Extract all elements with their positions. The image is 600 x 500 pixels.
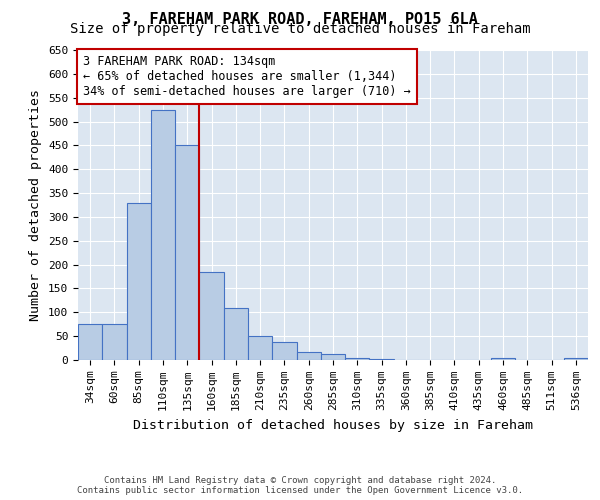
Bar xyxy=(370,358,394,360)
Y-axis label: Number of detached properties: Number of detached properties xyxy=(29,89,43,321)
Bar xyxy=(272,342,296,360)
Bar xyxy=(564,358,588,360)
Bar xyxy=(127,202,151,360)
Bar xyxy=(321,354,345,360)
Bar xyxy=(248,336,272,360)
Bar xyxy=(224,308,248,360)
Text: 3, FAREHAM PARK ROAD, FAREHAM, PO15 6LA: 3, FAREHAM PARK ROAD, FAREHAM, PO15 6LA xyxy=(122,12,478,28)
Bar xyxy=(296,352,321,360)
Bar xyxy=(491,358,515,360)
Bar xyxy=(175,146,199,360)
Bar xyxy=(345,358,370,360)
Bar xyxy=(102,324,127,360)
X-axis label: Distribution of detached houses by size in Fareham: Distribution of detached houses by size … xyxy=(133,418,533,432)
Text: Size of property relative to detached houses in Fareham: Size of property relative to detached ho… xyxy=(70,22,530,36)
Bar xyxy=(78,324,102,360)
Bar xyxy=(151,110,175,360)
Bar xyxy=(199,272,224,360)
Text: 3 FAREHAM PARK ROAD: 134sqm
← 65% of detached houses are smaller (1,344)
34% of : 3 FAREHAM PARK ROAD: 134sqm ← 65% of det… xyxy=(83,54,411,98)
Text: Contains HM Land Registry data © Crown copyright and database right 2024.
Contai: Contains HM Land Registry data © Crown c… xyxy=(77,476,523,495)
